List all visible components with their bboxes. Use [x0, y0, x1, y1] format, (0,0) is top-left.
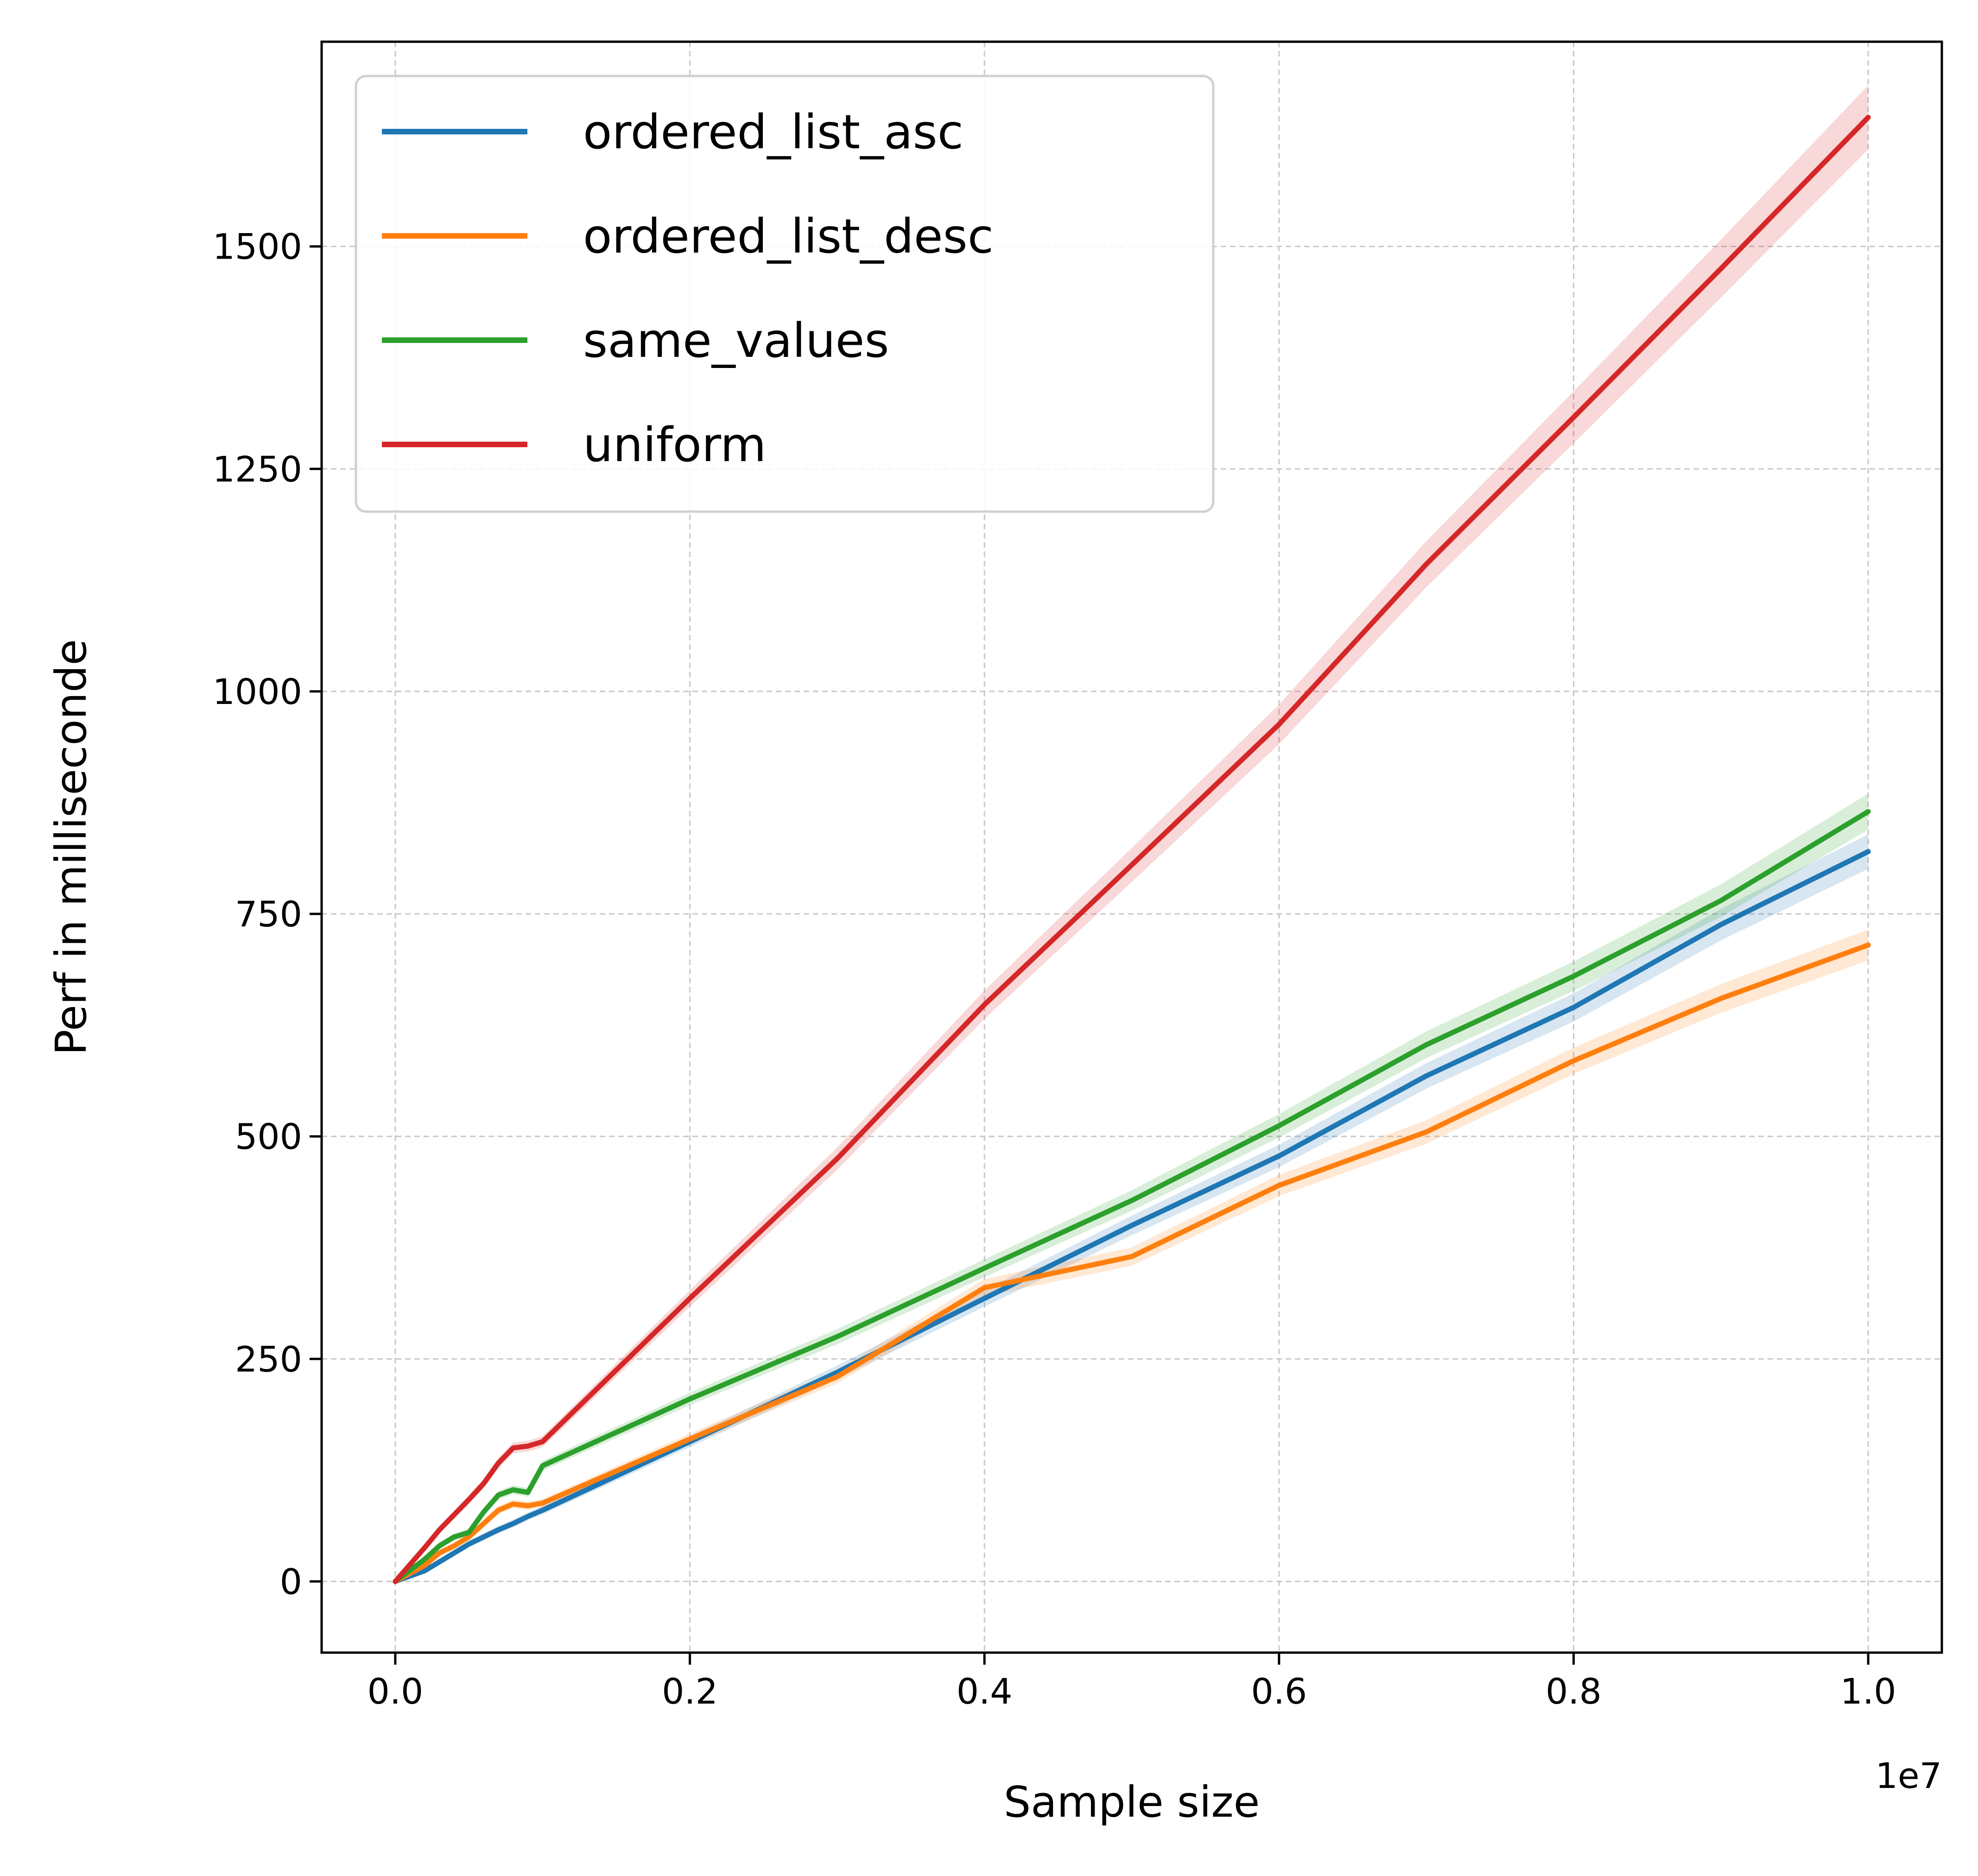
legend-label-ordered_list_asc: ordered_list_asc [583, 105, 964, 160]
legend-box [355, 75, 1215, 513]
series-lines [393, 114, 1871, 1584]
y-tick-label: 500 [235, 1116, 302, 1157]
legend-label-ordered_list_desc: ordered_list_desc [583, 209, 994, 264]
x-tick-label: 0.2 [662, 1671, 718, 1712]
x-tick-label: 0.8 [1546, 1671, 1602, 1712]
y-tick-label: 1250 [213, 449, 302, 490]
x-axis-title: Sample size [1004, 1777, 1260, 1827]
plot-frame [320, 40, 1943, 1654]
y-tick-label: 750 [235, 894, 302, 935]
x-tick-label: 1.0 [1840, 1671, 1896, 1712]
y-tick-label: 1500 [213, 226, 302, 267]
y-tick-label: 1000 [213, 671, 302, 712]
axis-ticks: 0.0 0.2 0.4 0.6 0.8 1.0 0 250 500 750 1000 1250 1500 [213, 226, 1896, 1712]
legend-label-uniform: uniform [583, 418, 766, 473]
series-line-same_values [393, 809, 1871, 1584]
series-line-ordered_list_asc [393, 849, 1871, 1584]
series-line-uniform [393, 114, 1871, 1584]
x-axis-offset-label: 1e7 [1876, 1755, 1942, 1796]
y-axis-title: Perf in milliseconde [46, 639, 96, 1055]
legend-label-same_values: same_values [583, 313, 889, 368]
y-tick-label: 250 [235, 1338, 302, 1380]
series-line-ordered_list_desc [393, 942, 1871, 1584]
y-tick-label: 0 [280, 1561, 302, 1602]
x-tick-label: 0.0 [367, 1671, 423, 1712]
legend: ordered_list_asc ordered_list_desc same_va… [355, 75, 1215, 513]
x-tick-label: 0.4 [957, 1671, 1013, 1712]
x-tick-label: 0.6 [1251, 1671, 1307, 1712]
